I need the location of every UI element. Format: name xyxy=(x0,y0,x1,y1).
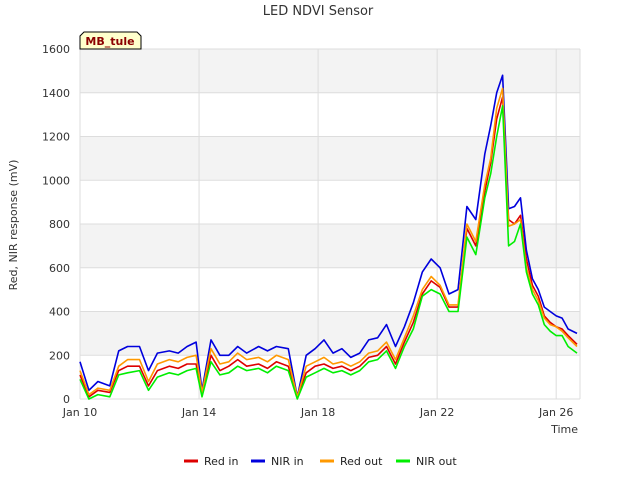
y-tick-label: 1600 xyxy=(42,43,70,56)
x-axis-ticks: Jan 10 Jan 14 Jan 18 Jan 22 Jan 26 xyxy=(62,406,574,419)
series-line-red-out xyxy=(79,87,578,398)
plot-band xyxy=(80,180,580,224)
y-tick-label: 600 xyxy=(49,262,70,275)
y-tick-label: 1200 xyxy=(42,131,70,144)
x-tick-label: Jan 22 xyxy=(419,406,454,419)
series-line-nir-out xyxy=(79,105,578,400)
x-tick-label: Jan 26 xyxy=(538,406,573,419)
plot-band xyxy=(80,267,580,312)
legend-label: Red in xyxy=(204,455,238,468)
y-tick-label: 200 xyxy=(49,349,70,362)
x-tick-label: Jan 10 xyxy=(62,406,97,419)
grid-lines xyxy=(79,48,581,400)
y-tick-label: 1400 xyxy=(42,87,70,100)
y-axis-label: Red, NIR response (mV) xyxy=(7,160,20,291)
legend-label: NIR out xyxy=(416,455,457,468)
x-tick-label: Jan 18 xyxy=(300,406,335,419)
legend-label: Red out xyxy=(340,455,383,468)
y-tick-label: 0 xyxy=(63,393,70,406)
x-axis-label: Time xyxy=(550,423,578,436)
y-axis-ticks: 0 200 400 600 800 1000 1200 1400 1600 xyxy=(42,43,70,406)
station-badge-label: MB_tule xyxy=(85,35,134,48)
plot-band xyxy=(80,136,580,181)
plot-band xyxy=(80,49,580,93)
y-tick-label: 800 xyxy=(49,218,70,231)
legend: Red in NIR in Red out NIR out xyxy=(184,455,457,468)
y-tick-label: 1000 xyxy=(42,174,70,187)
legend-label: NIR in xyxy=(271,455,304,468)
series-line-nir-in xyxy=(79,74,578,398)
series-lines xyxy=(79,74,578,400)
plot-band xyxy=(80,224,580,268)
station-badge: MB_tule xyxy=(79,31,142,50)
chart-title: LED NDVI Sensor xyxy=(263,4,374,19)
plot-background xyxy=(80,49,580,399)
x-tick-label: Jan 14 xyxy=(181,406,216,419)
y-tick-label: 400 xyxy=(49,306,70,319)
